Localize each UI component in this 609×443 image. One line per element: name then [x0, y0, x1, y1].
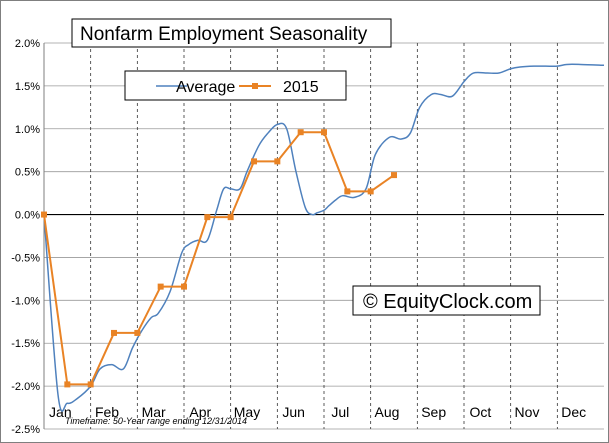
series-2015-point [204, 214, 211, 221]
y-tick-label: -2.5% [11, 424, 40, 436]
series-2015-point [297, 129, 304, 136]
watermark-box: © EquityClock.com [352, 285, 541, 316]
series-2015-point [181, 283, 187, 290]
chart-title: Nonfarm Employment Seasonality [80, 24, 368, 45]
series-2015-point [367, 188, 374, 195]
series-group [41, 63, 605, 412]
y-tick-label: 0.5% [15, 167, 40, 179]
month-label: Apr [189, 404, 211, 420]
chart-title-box: Nonfarm Employment Seasonality [71, 18, 392, 48]
y-tick-label: -2.0% [11, 381, 40, 393]
month-label: Jan [49, 404, 72, 420]
month-labels: Jan Feb Mar Apr May Jun Jul Aug Sep Oct Nov Dec [49, 404, 586, 420]
y-tick-label: 1.5% [15, 81, 40, 93]
y-tick-label: -1.5% [11, 338, 40, 350]
series-2015-point [157, 283, 164, 290]
watermark-text: © EquityClock.com [363, 291, 532, 313]
vertical-gridlines [90, 43, 558, 429]
series-2015-point [321, 129, 327, 136]
series-2015-point [111, 329, 117, 336]
series-2015-point [134, 329, 141, 336]
timeframe-footnote: Timeframe: 50-Year range ending 12/31/20… [65, 416, 247, 426]
month-label: Aug [375, 404, 400, 420]
legend-average-label: Average [176, 79, 235, 96]
legend: Average 2015 [124, 70, 347, 101]
y-tick-labels: 2.0% 1.5% 1.0% 0.5% 0.0% -0.5% -1.0% -1.5% -2.0%… [11, 38, 40, 436]
series-2015-point [344, 188, 351, 195]
series-2015-line-segment [370, 174, 395, 193]
y-tick-label: -0.5% [11, 252, 40, 264]
series-2015-point [274, 158, 281, 165]
month-label: Jul [331, 404, 349, 420]
series-2015-point [251, 158, 257, 165]
month-label: Jun [282, 404, 305, 420]
series-2015-point [64, 381, 71, 388]
series-2015-line [43, 131, 371, 386]
month-label: Feb [95, 404, 119, 420]
y-tick-label: 0.0% [15, 210, 40, 222]
axes [43, 43, 604, 429]
series-2015-point [227, 214, 234, 221]
month-label: Dec [561, 404, 586, 420]
legend-2015-marker [252, 83, 258, 89]
y-tick-label: -1.0% [11, 295, 40, 307]
series-2015-point [391, 172, 397, 179]
series-2015-point [41, 211, 47, 218]
y-tick-label: 1.0% [15, 124, 40, 136]
month-label: Nov [515, 404, 540, 420]
y-tick-label: 2.0% [15, 38, 40, 50]
legend-2015-label: 2015 [283, 79, 319, 96]
month-label: Mar [142, 404, 166, 420]
month-label: Oct [469, 404, 491, 420]
month-label: Sep [421, 404, 446, 420]
series-2015-point [87, 381, 94, 388]
month-label: May [234, 404, 260, 420]
